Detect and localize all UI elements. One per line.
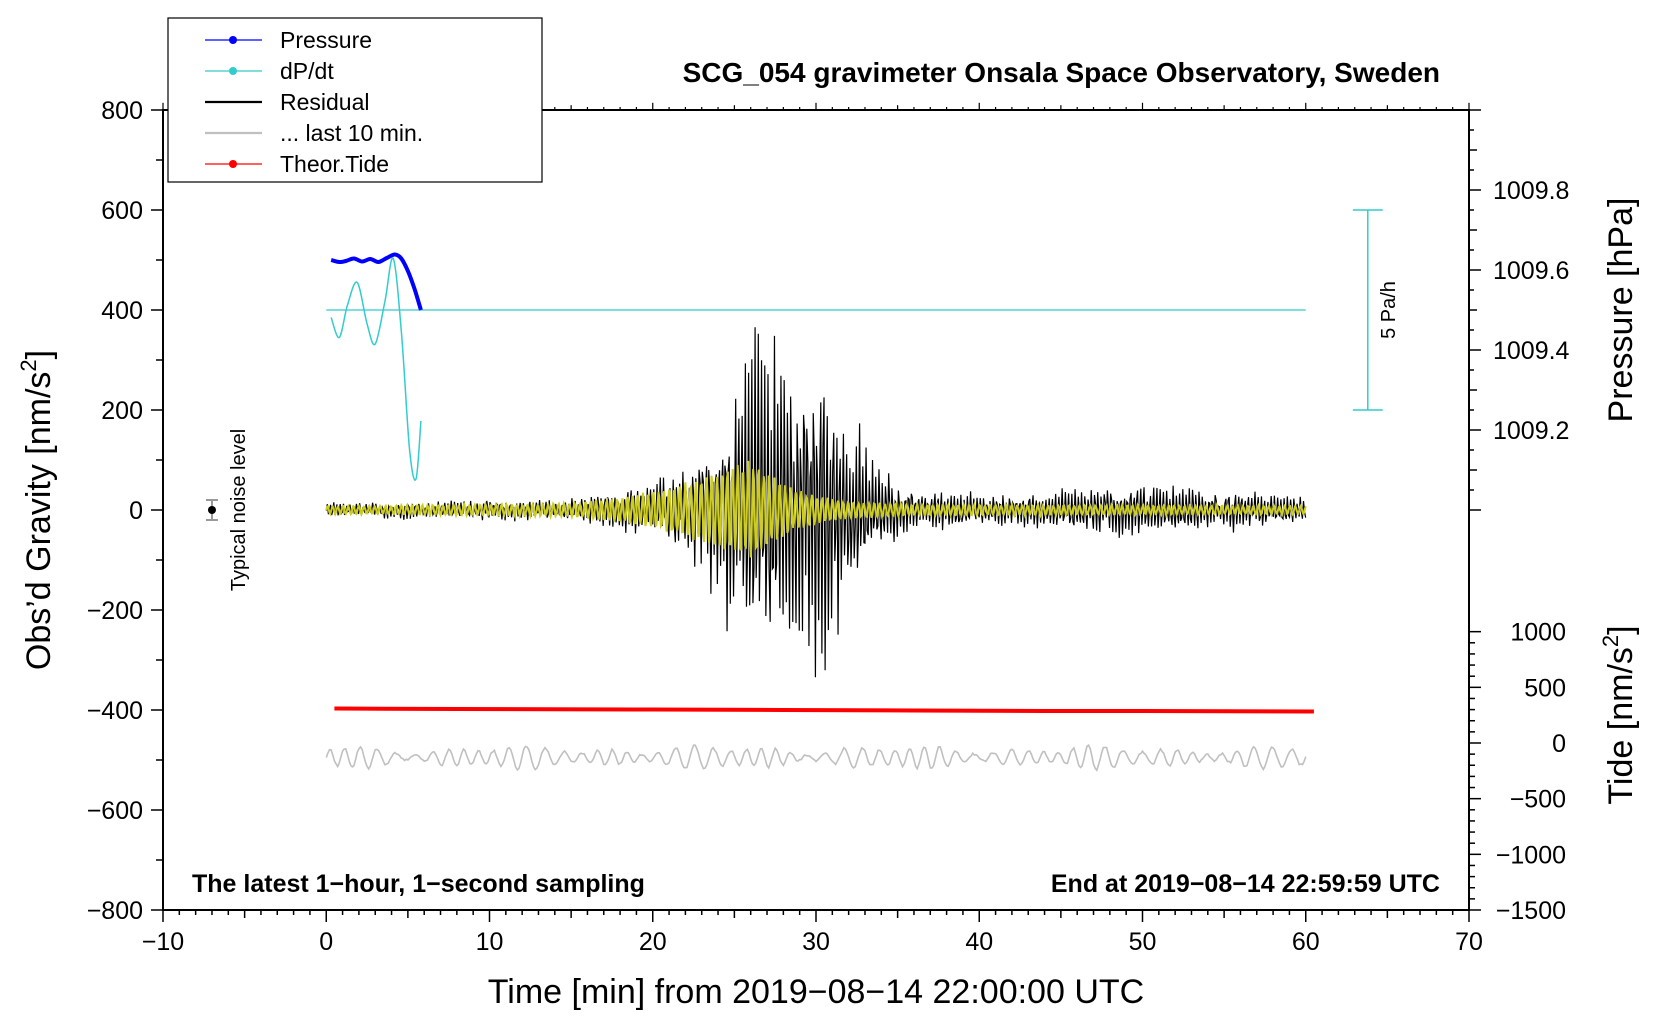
last-10-min-line [325,744,1307,772]
dpdt-line [330,257,422,481]
filtered-residual-line [325,460,1307,558]
legend-label: Residual [280,89,370,115]
x-tick-label: 40 [965,928,993,956]
tide-tick-label: −500 [1510,786,1566,814]
legend-marker [229,67,237,75]
tide-tick-label: 1000 [1510,619,1566,647]
x-tick-label: 30 [802,928,830,956]
pressure-line [330,252,423,311]
x-tick-label: 0 [319,928,333,956]
chart-title: SCG_054 gravimeter Onsala Space Observat… [683,57,1440,88]
tide-tick-label: 0 [1552,730,1566,758]
noise-level-label: Typical noise level [228,429,250,591]
y-tick-label: 800 [101,97,143,125]
legend-box [167,17,543,183]
y-axis-left: 800 600 400 200 0 −200 −400 −600 −800 [87,97,163,925]
legend-label: Theor.Tide [280,151,389,177]
y-tick-label: −800 [87,897,143,925]
x-tick-label: 60 [1292,928,1320,956]
y-axis-tide: 1000 500 0 −500 −1000 −1500 [1469,619,1566,925]
x-tick-label: −10 [142,928,184,956]
legend-label: Pressure [280,27,372,53]
pressure-tick-label: 1009.6 [1493,257,1569,285]
noise-level-marker [207,506,216,514]
y-tick-label: −600 [87,797,143,825]
legend: Pressure dP/dt Residual ... last 10 min. The… [167,17,543,183]
tide-tick-label: −1000 [1496,841,1566,869]
pressure-tick-label: 1009.4 [1493,337,1570,365]
y-tick-label: 0 [129,497,143,525]
dpdt-scale-label: 5 Pa/h [1378,281,1400,339]
legend-label: ... last 10 min. [280,120,423,146]
legend-marker [229,36,237,44]
x-tick-label: 70 [1455,928,1483,956]
y-axis-pressure: 1009.8 1009.6 1009.4 1009.2 [1469,109,1570,511]
x-axis: −10 0 10 20 30 40 50 60 70 [142,102,1483,956]
y-tick-label: 200 [101,397,143,425]
x-tick-label: 50 [1129,928,1157,956]
x-tick-label: 20 [639,928,667,956]
tide-tick-label: 500 [1524,674,1566,702]
y-tick-label: −400 [87,697,143,725]
series-layer [205,209,1383,772]
y-axis-title-tide: Tide [nm/s2] [1598,625,1640,804]
legend-label: dP/dt [280,58,334,84]
y-axis-title-pressure: Pressure [hPa] [1602,198,1640,423]
sampling-note: The latest 1−hour, 1−second sampling [192,870,645,898]
y-tick-label: 600 [101,197,143,225]
x-axis-title: Time [min] from 2019−08−14 22:00:00 UTC [488,973,1144,1011]
pressure-tick-label: 1009.8 [1493,177,1569,205]
y-tick-label: 400 [101,297,143,325]
tide-tick-label: −1500 [1496,897,1566,925]
legend-marker [229,160,237,168]
theoretical-tide-line [334,706,1314,714]
x-tick-label: 10 [476,928,504,956]
end-time-note: End at 2019−08−14 22:59:59 UTC [1051,870,1440,898]
y-tick-label: −200 [87,597,143,625]
pressure-tick-label: 1009.2 [1493,417,1569,445]
y-axis-title-left: Obs’d Gravity [nm/s2] [16,350,58,670]
